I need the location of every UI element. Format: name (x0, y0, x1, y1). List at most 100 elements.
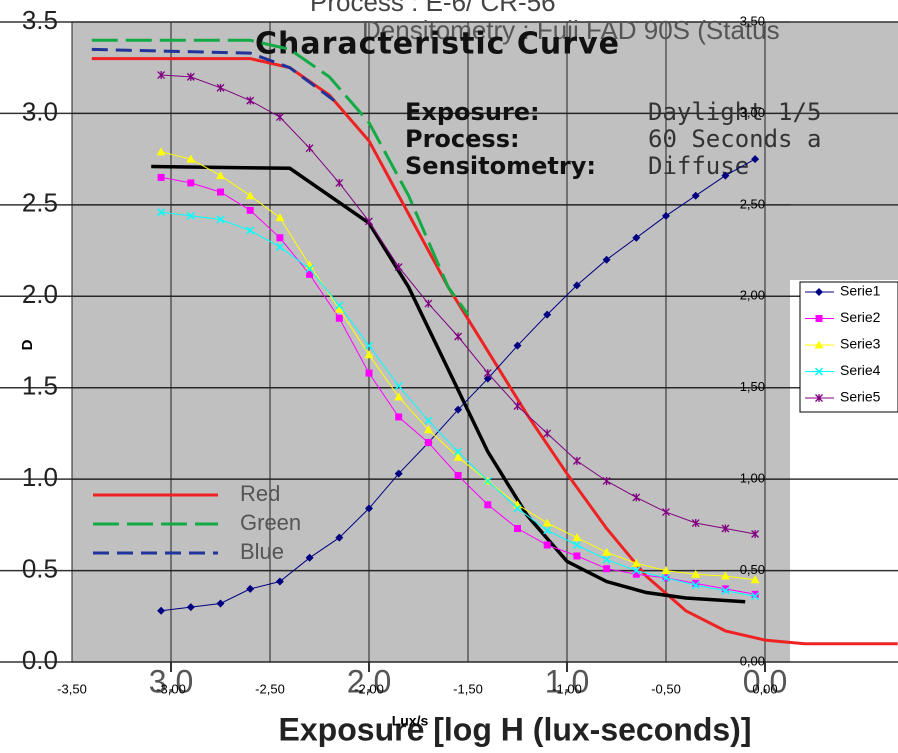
note-label: Sensitometry: (405, 152, 596, 180)
marker (815, 288, 823, 296)
marker (603, 565, 611, 573)
y-tick-label: 1.0 (22, 462, 58, 492)
marker (186, 603, 195, 612)
marker (216, 171, 225, 180)
legend-label: Serie4 (840, 362, 881, 378)
curve (151, 164, 746, 604)
marker (216, 599, 225, 608)
marker (483, 369, 492, 378)
marker (721, 586, 730, 595)
marker (305, 144, 314, 153)
note-text: 60 Seconds a (648, 125, 821, 153)
legend-label: Serie3 (840, 336, 881, 352)
marker (334, 304, 344, 313)
legend-label: Red (240, 481, 280, 506)
marker (245, 191, 255, 200)
marker (394, 263, 403, 272)
marker (602, 547, 612, 556)
x-tick-label: -2,50 (255, 681, 285, 696)
y-tick-label: 3.5 (22, 5, 58, 35)
layer (0, 21, 898, 672)
marker (514, 525, 521, 533)
marker (513, 341, 522, 350)
marker (483, 374, 492, 383)
marker (335, 301, 344, 310)
marker (246, 96, 255, 105)
note-text: Diffuse (648, 152, 749, 180)
legend-label: Serie2 (840, 309, 881, 325)
marker (424, 416, 433, 425)
marker (275, 213, 285, 222)
marker (246, 584, 255, 593)
note: Densitometry : Fuji FAD 90S (Status (362, 15, 780, 45)
y-tick-label: 0.5 (22, 553, 58, 583)
marker (691, 519, 700, 528)
marker (691, 191, 700, 200)
legend-label: Serie5 (840, 389, 881, 405)
marker (661, 573, 671, 582)
y-tick-label: 0,00 (740, 653, 765, 668)
x-tick-label: -1,00 (552, 681, 582, 696)
marker (394, 469, 403, 478)
marker (814, 340, 824, 349)
marker (246, 226, 255, 235)
marker (453, 452, 463, 461)
marker (423, 425, 433, 434)
marker (721, 171, 730, 180)
marker (543, 541, 551, 549)
marker (365, 504, 373, 513)
y-tick-label: 1.5 (22, 371, 58, 401)
y-tick-label: 0.0 (22, 645, 58, 675)
x-axis-label: Lux/s (392, 713, 429, 729)
marker (751, 590, 759, 598)
marker (305, 553, 314, 562)
x-tick-label: -2,00 (354, 681, 384, 696)
marker (187, 179, 195, 187)
marker (216, 83, 225, 92)
x-tick-label: -3,50 (57, 681, 87, 696)
marker (335, 533, 344, 542)
legend-label: Blue (240, 539, 284, 564)
marker (815, 315, 823, 322)
y-tick-label: 0,50 (740, 562, 765, 577)
marker (454, 471, 462, 479)
x-tick-label: 2.0 (347, 663, 391, 699)
marker (720, 571, 730, 580)
marker (216, 215, 225, 224)
marker (275, 577, 284, 586)
marker (395, 413, 403, 421)
chart-title: Characteristic Curve (255, 27, 620, 62)
marker (662, 508, 670, 517)
marker (572, 533, 582, 542)
marker (364, 350, 374, 359)
marker (275, 242, 284, 251)
y-tick-label: 2,00 (740, 288, 765, 303)
marker (632, 233, 641, 242)
marker (186, 154, 196, 163)
y-tick-label: 3.0 (22, 96, 58, 126)
marker (454, 405, 463, 414)
marker (424, 299, 433, 308)
marker (751, 530, 760, 538)
y-tick-label: 2.5 (22, 188, 58, 218)
marker (157, 208, 166, 217)
y-tick-label: 1,50 (740, 379, 765, 394)
marker (691, 569, 701, 578)
marker (815, 394, 823, 402)
marker (572, 540, 581, 550)
marker (543, 310, 552, 319)
marker (157, 71, 166, 80)
x-tick-label: -1,50 (453, 681, 483, 696)
note-label: Process: (405, 125, 520, 153)
y-tick-label: 3,50 (740, 13, 765, 28)
marker (306, 270, 314, 278)
marker (454, 447, 463, 456)
note-text: Daylight 1/5 (648, 98, 821, 126)
x-axis-label: Exposure [log H (lux-seconds)] (279, 711, 752, 747)
marker (424, 439, 432, 447)
legend-label: Serie1 (840, 283, 881, 299)
marker (662, 211, 670, 220)
marker (364, 341, 374, 350)
y-tick-label: 2.0 (22, 279, 58, 309)
